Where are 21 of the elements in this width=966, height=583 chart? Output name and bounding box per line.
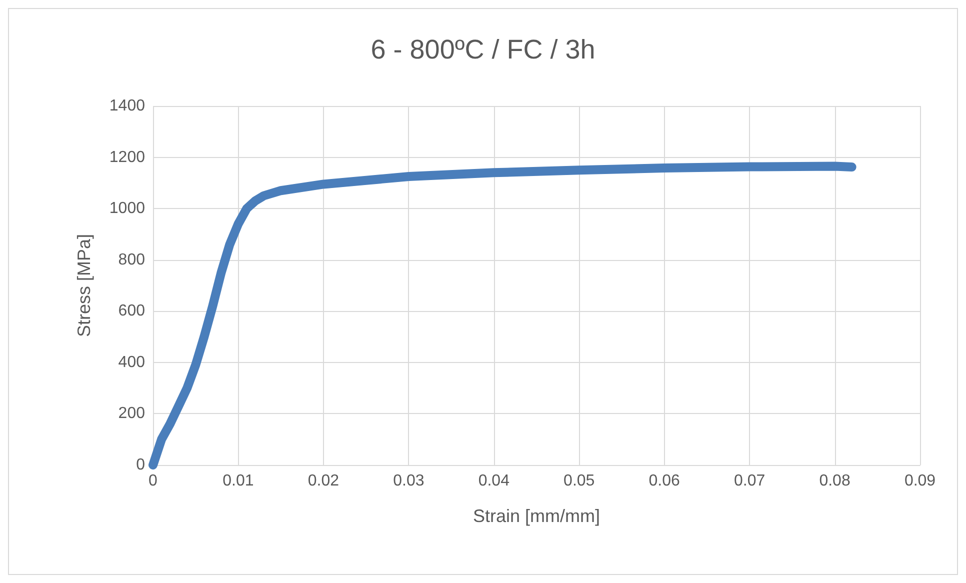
y-tick-label: 600 [118, 302, 146, 320]
x-axis-title: Strain [mm/mm] [472, 506, 600, 526]
y-tick-label: 0 [136, 456, 146, 474]
y-tick-label: 1000 [109, 200, 146, 218]
chart-title: 6 - 800ºC / FC / 3h [370, 34, 596, 64]
x-tick-label: 0.01 [222, 472, 254, 490]
x-tick-label: 0.03 [393, 472, 424, 490]
y-tick-label: 800 [118, 251, 146, 268]
y-axis-title: Stress [MPa] [74, 234, 94, 338]
x-tick-label: 0.08 [819, 472, 850, 490]
x-tick-label: 0.05 [564, 472, 595, 490]
x-tick-label: 0.07 [734, 472, 766, 490]
y-tick-label: 1400 [109, 98, 146, 114]
y-tick-label: 400 [118, 354, 146, 371]
y-tick-label: 1200 [109, 148, 146, 166]
y-tick-label: 200 [118, 405, 146, 422]
x-tick-label: 0.04 [478, 472, 510, 490]
x-tick-label: 0.06 [648, 472, 680, 490]
x-tick-label: 0.09 [904, 472, 936, 490]
x-tick-label: 0 [148, 472, 158, 490]
x-tick-label: 0.02 [308, 472, 340, 490]
